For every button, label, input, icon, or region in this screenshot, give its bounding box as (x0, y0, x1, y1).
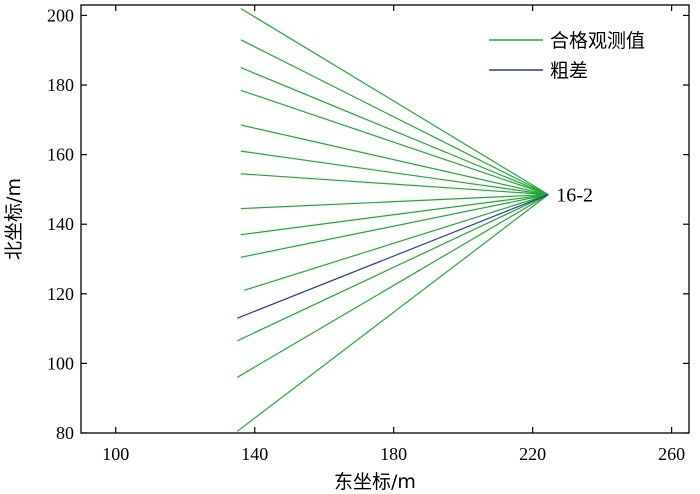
series-line-accepted-2 (240, 67, 549, 196)
x-tick-label-140: 140 (241, 444, 268, 464)
y-tick-label-160: 160 (47, 145, 74, 165)
y-tick-label-80: 80 (56, 423, 74, 443)
series-lines (236, 7, 549, 432)
series-line-accepted-11 (237, 194, 549, 342)
series-line-accepted-7 (240, 194, 549, 210)
series-line-gross-error-0 (237, 194, 549, 319)
x-axis-title: 东坐标/m (334, 471, 416, 493)
legend-label-accepted: 合格观测值 (550, 30, 645, 52)
plot-frame (80, 4, 690, 434)
axis-ticks: 100 140 180 220 260 80 100 120 140 160 180 200 (47, 5, 689, 464)
series-line-accepted-8 (240, 194, 549, 236)
station-label: 16-2 (556, 185, 593, 207)
y-tick-label-120: 120 (47, 284, 74, 304)
series-line-accepted-12 (236, 194, 549, 378)
legend-label-gross-error: 粗差 (550, 60, 588, 82)
x-tick-label-100: 100 (102, 444, 129, 464)
series-line-accepted-1 (240, 39, 549, 196)
legend: 合格观测值 粗差 (489, 30, 645, 82)
x-tick-label-260: 260 (658, 444, 685, 464)
series-line-accepted-9 (240, 194, 549, 258)
y-axis-title: 北坐标/m (3, 178, 25, 260)
series-line-accepted-3 (240, 89, 549, 196)
y-tick-label-140: 140 (47, 214, 74, 234)
x-tick-label-220: 220 (519, 444, 546, 464)
y-tick-label-100: 100 (47, 353, 74, 373)
y-tick-label-180: 180 (47, 75, 74, 95)
series-line-accepted-13 (236, 194, 549, 432)
series-line-accepted-10 (244, 194, 549, 291)
y-tick-label-200: 200 (47, 5, 74, 25)
series-line-accepted-5 (240, 150, 549, 196)
x-tick-label-180: 180 (380, 444, 407, 464)
series-line-accepted-0 (240, 7, 549, 196)
series-line-accepted-6 (240, 173, 549, 196)
series-line-accepted-4 (240, 124, 549, 196)
